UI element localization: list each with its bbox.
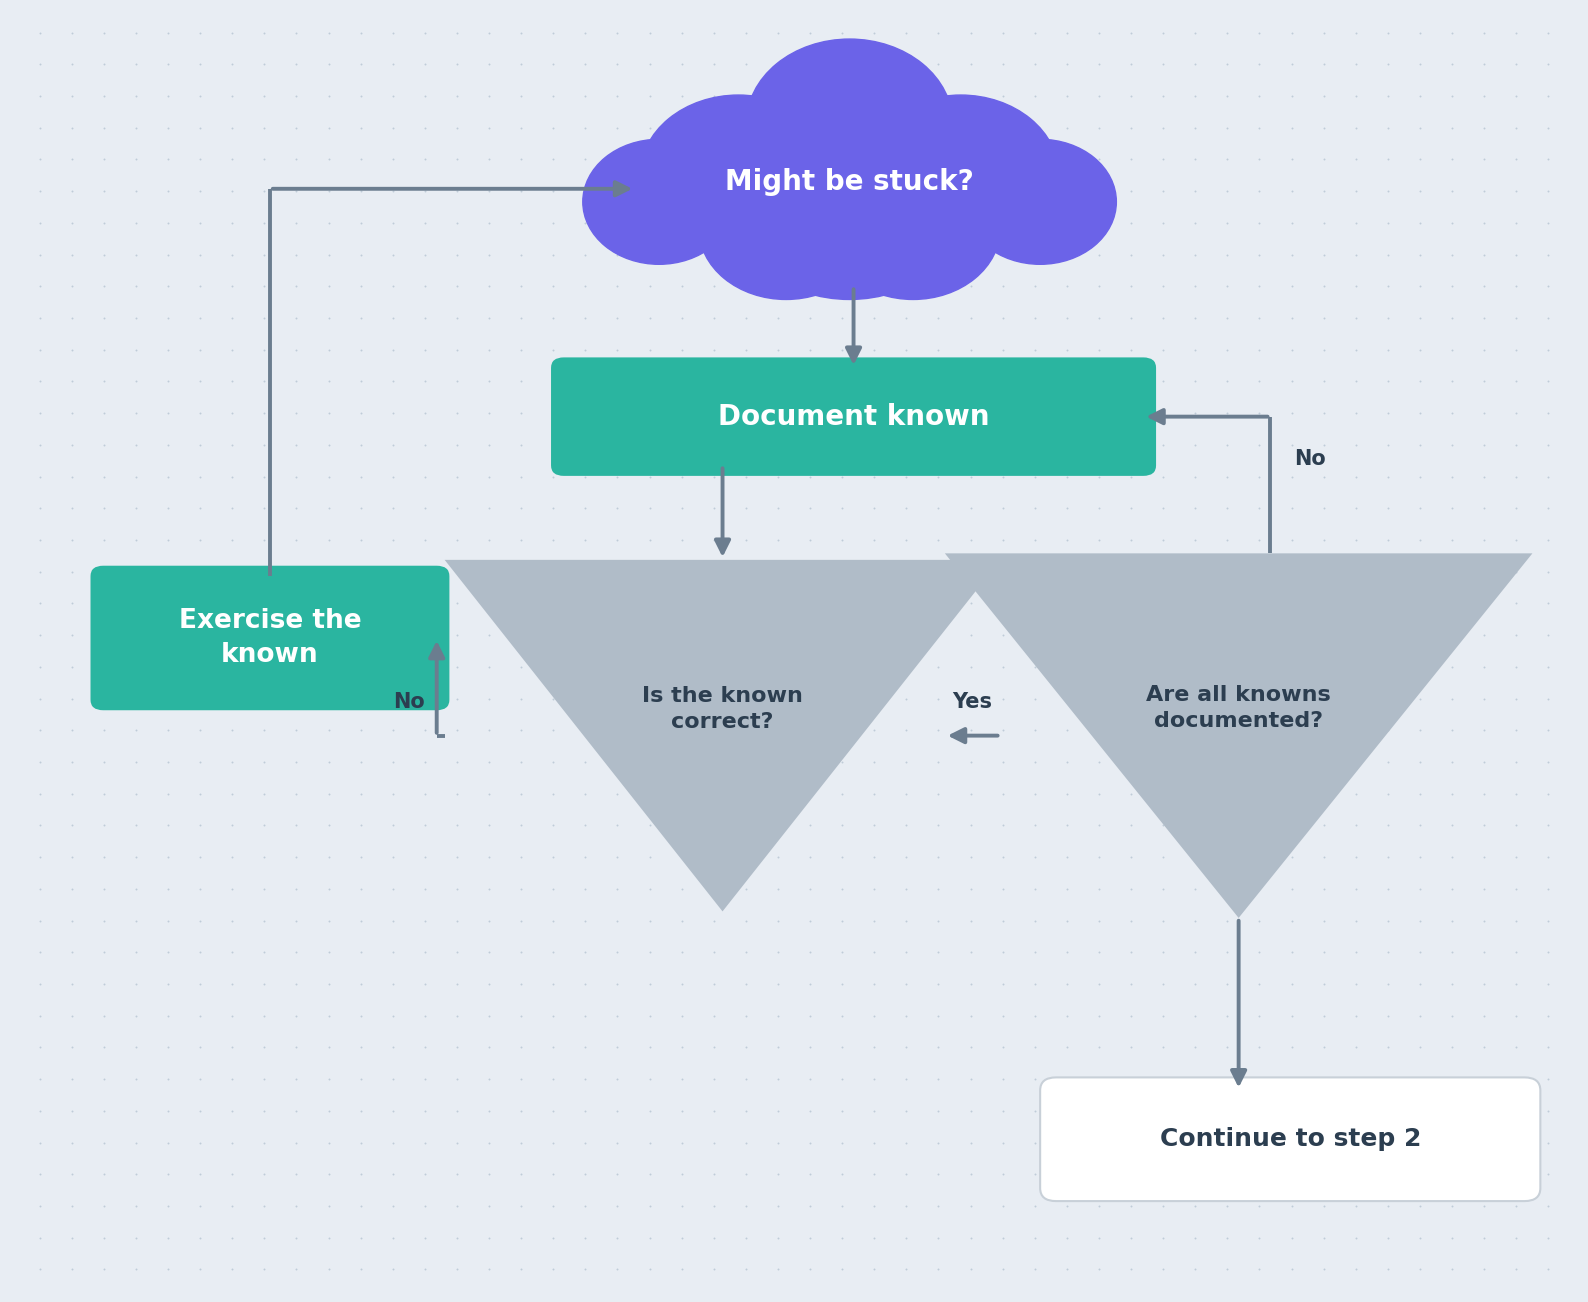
Circle shape: [699, 156, 873, 299]
Text: No: No: [1294, 449, 1326, 469]
Polygon shape: [445, 560, 1000, 911]
Text: Is the known
correct?: Is the known correct?: [642, 686, 804, 733]
Circle shape: [964, 139, 1116, 264]
Circle shape: [862, 95, 1059, 256]
Circle shape: [746, 39, 953, 208]
Text: Yes: Yes: [953, 693, 992, 712]
Text: Document known: Document known: [718, 402, 989, 431]
Circle shape: [640, 95, 837, 256]
Text: Might be stuck?: Might be stuck?: [726, 168, 973, 197]
FancyBboxPatch shape: [1040, 1078, 1540, 1200]
Polygon shape: [945, 553, 1532, 918]
FancyBboxPatch shape: [91, 565, 449, 711]
Circle shape: [826, 156, 1000, 299]
Text: Exercise the
known: Exercise the known: [178, 608, 362, 668]
Text: Are all knowns
documented?: Are all knowns documented?: [1147, 685, 1331, 732]
Circle shape: [730, 104, 969, 299]
Circle shape: [583, 139, 735, 264]
Text: Continue to step 2: Continue to step 2: [1159, 1128, 1421, 1151]
Text: No: No: [394, 693, 424, 712]
FancyBboxPatch shape: [551, 357, 1156, 475]
